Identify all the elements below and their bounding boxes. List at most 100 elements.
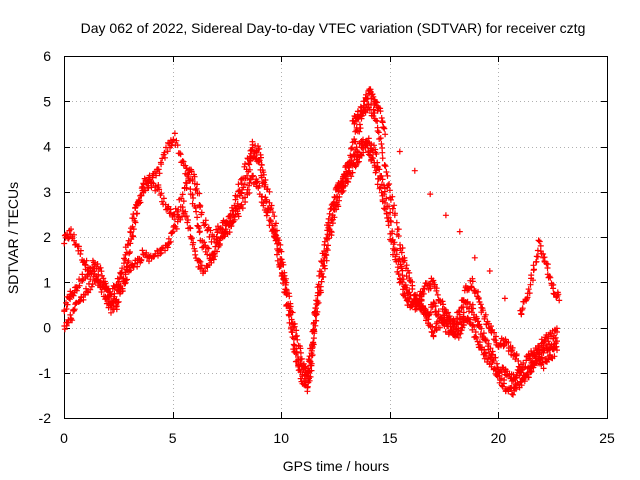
- data-point-3: [528, 368, 535, 375]
- data-point-3: [124, 276, 130, 283]
- data-point-3: [277, 263, 284, 270]
- data-point-1: [479, 307, 486, 314]
- data-point-2: [298, 355, 305, 362]
- y-axis-label: SDTVAR / TECUs: [5, 182, 21, 294]
- data-point-2: [356, 128, 363, 135]
- data-point-4: [530, 277, 536, 284]
- data-point-2: [262, 181, 269, 188]
- data-point-3: [89, 281, 96, 288]
- data-point-1: [241, 181, 248, 188]
- data-point-3: [263, 212, 270, 219]
- data-point-1: [509, 344, 516, 351]
- data-point-3: [531, 361, 538, 368]
- data-point-3: [481, 346, 488, 353]
- data-point-3: [183, 213, 190, 220]
- data-point-2: [260, 171, 267, 178]
- data-point-3: [321, 265, 328, 272]
- data-point-3: [65, 319, 72, 326]
- data-point-3: [360, 149, 367, 156]
- data-point-2: [352, 138, 359, 145]
- data-point-2: [214, 229, 221, 236]
- data-point-2: [432, 303, 439, 309]
- data-point-3: [317, 287, 324, 294]
- data-point-4: [534, 253, 541, 260]
- data-point-1: [430, 277, 437, 284]
- y-tick-label: 5: [43, 93, 51, 109]
- data-point-1: [182, 162, 189, 169]
- data-point-3: [376, 166, 383, 173]
- data-point-3: [318, 278, 325, 285]
- data-point-2: [349, 144, 355, 151]
- data-point-2: [240, 175, 247, 182]
- data-point-1: [493, 333, 499, 340]
- data-point-4: [544, 261, 551, 268]
- data-point-2: [293, 327, 300, 334]
- data-point-4: [525, 286, 532, 293]
- data-point-3: [61, 326, 68, 333]
- data-point-4: [537, 242, 544, 249]
- data-point-3: [381, 188, 388, 195]
- y-tick-label: -2: [39, 410, 52, 426]
- data-point-2: [130, 226, 137, 233]
- data-point-2: [379, 155, 386, 162]
- data-point-2: [319, 259, 325, 265]
- data-point-2: [63, 306, 70, 312]
- data-point-3: [342, 182, 349, 189]
- data-point-4: [486, 268, 493, 274]
- data-point-4: [550, 285, 557, 292]
- data-point-3: [231, 216, 238, 223]
- data-point-2: [85, 271, 92, 278]
- data-point-2: [318, 270, 325, 277]
- data-point-2: [315, 281, 322, 288]
- data-point-3: [348, 173, 355, 180]
- data-point-2: [258, 162, 265, 168]
- data-point-2: [179, 191, 186, 198]
- x-tick-labels: 0 5 10 15 20 25: [60, 430, 615, 446]
- data-point-4: [501, 295, 508, 302]
- data-point-2: [490, 351, 496, 358]
- data-point-1: [205, 245, 212, 252]
- data-point-3: [510, 391, 516, 398]
- data-point-3: [279, 272, 286, 279]
- data-point-2: [135, 198, 142, 205]
- data-point-3: [523, 371, 530, 378]
- data-point-3: [358, 152, 365, 159]
- data-point-1: [61, 240, 68, 247]
- data-point-3: [425, 316, 432, 323]
- data-point-1: [155, 166, 162, 173]
- data-point-2: [193, 185, 200, 192]
- data-point-1: [75, 243, 82, 250]
- data-point-3: [202, 268, 209, 275]
- data-point-2: [180, 198, 187, 205]
- data-point-3: [386, 203, 392, 210]
- data-point-4: [382, 131, 389, 138]
- data-point-3: [287, 325, 294, 332]
- data-point-3: [436, 324, 443, 331]
- data-point-3: [505, 388, 512, 395]
- data-point-3: [323, 252, 330, 259]
- data-point-2: [76, 282, 83, 289]
- data-point-3: [421, 305, 428, 312]
- data-point-1: [119, 265, 126, 272]
- data-point-2: [278, 248, 285, 255]
- data-point-2: [64, 301, 71, 308]
- data-point-2: [278, 256, 285, 263]
- data-point-3: [310, 335, 317, 342]
- data-point-3: [518, 382, 525, 389]
- data-point-3: [403, 284, 410, 291]
- data-point-3: [234, 210, 241, 217]
- data-point-4: [456, 228, 463, 235]
- data-point-3: [323, 257, 330, 264]
- data-point-3: [167, 238, 174, 245]
- data-point-1: [156, 170, 163, 177]
- data-point-1: [434, 291, 441, 298]
- data-point-3: [119, 285, 126, 292]
- data-point-3: [400, 276, 407, 283]
- data-point-2: [357, 125, 364, 132]
- data-point-2: [395, 233, 402, 239]
- data-point-3: [320, 274, 327, 280]
- data-point-1: [382, 199, 388, 206]
- y-tick-label: 4: [43, 139, 51, 155]
- data-point-3: [171, 222, 178, 229]
- data-point-2: [378, 141, 385, 147]
